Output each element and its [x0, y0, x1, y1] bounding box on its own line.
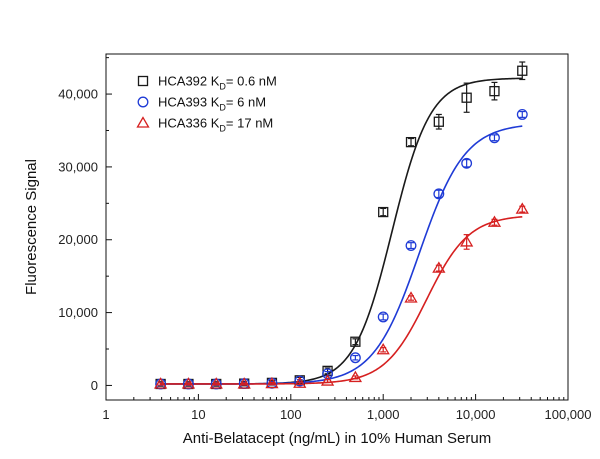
point-marker — [517, 65, 528, 76]
point-marker — [349, 352, 361, 364]
data-point-hca393 — [377, 311, 389, 323]
x-tick-label: 100 — [280, 407, 302, 422]
point-marker — [181, 377, 196, 389]
x-tick-label: 1 — [102, 407, 109, 422]
point-marker — [404, 291, 418, 303]
y-tick-label: 20,000 — [58, 232, 98, 247]
point-marker — [405, 240, 417, 252]
legend-item-hca393: HCA393 KD= 6 nM — [137, 95, 266, 113]
data-point-hca336 — [237, 377, 251, 389]
y-tick-label: 40,000 — [58, 87, 98, 102]
point-marker — [489, 85, 500, 97]
point-marker — [348, 370, 363, 383]
point-marker — [515, 202, 529, 214]
data-point-hca336 — [320, 374, 335, 386]
data-point-hca336 — [265, 376, 279, 389]
data-point-hca336 — [181, 377, 196, 389]
point-marker — [460, 235, 474, 247]
legend-label: HCA336 KD= 17 nM — [158, 116, 273, 134]
data-point-hca336 — [153, 377, 168, 389]
point-marker — [433, 116, 444, 127]
data-point-hca336 — [376, 342, 390, 355]
data-point-hca336 — [209, 377, 223, 389]
x-tick-label: 1,000 — [367, 407, 400, 422]
y-tick-label: 10,000 — [58, 305, 98, 320]
legend: HCA392 KD= 0.6 nM HCA393 KD= 6 nM HCA336 K… — [136, 74, 277, 134]
data-point-hca336 — [515, 202, 529, 214]
data-point-hca336 — [404, 291, 418, 303]
point-marker — [209, 377, 223, 389]
point-marker — [265, 376, 279, 389]
plot-frame — [105, 53, 569, 401]
point-marker — [320, 374, 335, 386]
point-marker — [461, 157, 473, 169]
data-point-hca393 — [433, 188, 445, 200]
point-marker — [405, 136, 417, 148]
point-marker — [487, 215, 502, 227]
y-tick-label: 30,000 — [58, 159, 98, 174]
fit-curve-hca336 — [160, 215, 523, 385]
legend-item-hca392: HCA392 KD= 0.6 nM — [137, 74, 277, 92]
data-point-hca392 — [405, 136, 417, 148]
data-point-hca392 — [378, 206, 389, 218]
point-marker — [294, 375, 306, 387]
point-marker — [293, 376, 307, 388]
data-point-hca336 — [432, 261, 446, 273]
legend-marker — [137, 96, 149, 108]
data-points — [153, 61, 529, 390]
data-point-hca392 — [350, 336, 361, 347]
point-marker — [516, 109, 528, 120]
data-point-hca392 — [461, 82, 472, 113]
x-tick-label: 10,000 — [456, 407, 496, 422]
legend-label: HCA392 KD= 0.6 nM — [158, 74, 277, 92]
x-axis: 1 10 100 1,000 10,000 100,000 — [102, 394, 592, 422]
point-marker — [489, 132, 500, 144]
data-point-hca336 — [293, 376, 307, 388]
legend-marker — [136, 116, 150, 128]
x-tick-label: 10 — [191, 407, 205, 422]
point-marker — [461, 92, 472, 103]
data-point-hca336 — [348, 370, 363, 383]
x-tick-label: 100,000 — [545, 407, 592, 422]
point-marker — [237, 377, 251, 389]
point-marker — [378, 206, 389, 218]
fit-curve-hca393 — [160, 125, 523, 385]
point-marker — [433, 188, 445, 200]
point-marker — [153, 377, 168, 389]
y-tick-label: 0 — [91, 378, 98, 393]
x-axis-title: Anti-Belatacept (ng/mL) in 10% Human Ser… — [183, 430, 491, 447]
point-marker — [377, 311, 389, 323]
legend-item-hca336: HCA336 KD= 17 nM — [136, 116, 273, 134]
data-point-hca393 — [349, 352, 361, 364]
point-marker — [432, 261, 446, 273]
data-point-hca336 — [460, 234, 474, 250]
legend-marker — [137, 75, 149, 87]
point-marker — [376, 342, 390, 355]
data-point-hca392 — [489, 81, 500, 101]
legend-label: HCA393 KD= 6 nM — [158, 95, 266, 113]
data-point-hca393 — [516, 109, 528, 120]
y-axis: 0 10,000 20,000 30,000 40,000 — [58, 57, 112, 393]
data-point-hca392 — [433, 113, 444, 130]
data-point-hca393 — [461, 157, 473, 169]
data-point-hca336 — [487, 215, 502, 227]
point-marker — [322, 368, 334, 380]
data-point-hca392 — [517, 61, 528, 81]
y-axis-title: Fluorescence Signal — [23, 159, 40, 295]
point-marker — [350, 336, 361, 347]
data-point-hca393 — [489, 132, 500, 144]
data-point-hca393 — [405, 240, 417, 252]
